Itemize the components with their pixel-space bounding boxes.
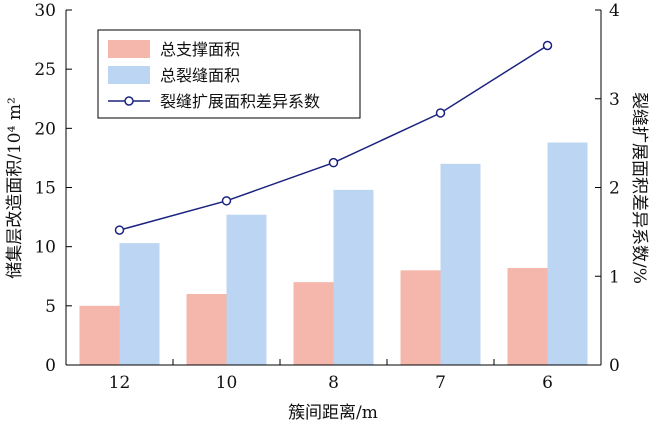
bars-layer [79,142,588,365]
y2-tick-label-2: 2 [609,179,620,199]
x-axis-title: 簇间距离/m [288,403,378,423]
legend-marker [124,96,134,106]
y2-tick-label-0: 0 [609,356,620,376]
line-point-7 [435,108,446,118]
bar-2-10 [226,214,267,365]
legend-swatch-1 [108,40,150,58]
x-tick-label-6: 6 [542,373,553,393]
bar-1-6 [507,267,548,365]
bar-1-8 [293,282,334,365]
y2-tick-label-1: 1 [609,267,620,287]
bar-1-7 [400,270,441,365]
bar-2-8 [333,189,374,365]
bar-2-6 [547,142,588,365]
legend-swatch-2 [108,66,150,84]
y-tick-label-25: 25 [34,60,56,80]
legend-label-1: 总支撑面积 [160,40,240,59]
y-tick-label-10: 10 [34,238,56,258]
x-tick-label-10: 10 [216,373,238,393]
y-tick-label-20: 20 [34,119,56,139]
legend-label-2: 总裂缝面积 [160,66,240,85]
line-point-6 [542,40,553,51]
y2-axis-title: 裂缝扩展面积差异系数/% [629,92,649,284]
x-tick-label-7: 7 [435,373,446,393]
legend-label-3: 裂缝扩展面积差异系数 [160,92,320,111]
y2-tick-label-3: 3 [609,90,620,110]
y-tick-label-5: 5 [45,297,56,317]
line-layer [114,40,553,235]
y-tick-label-15: 15 [34,179,56,199]
y-tick-label-30: 30 [34,1,56,21]
bar-2-7 [440,163,481,365]
line-point-10 [221,196,232,206]
bar-2-12 [119,243,160,365]
x-tick-label-12: 12 [109,373,131,393]
y2-tick-label-4: 4 [609,1,620,21]
y-tick-label-0: 0 [45,356,56,376]
y-axis-title: 储集层改造面积/10⁴ m² [5,97,25,279]
bar-1-12 [79,305,120,365]
line-point-8 [328,157,339,168]
line-point-12 [114,225,125,235]
x-tick-label-8: 8 [328,373,339,393]
bar-1-10 [186,294,227,365]
